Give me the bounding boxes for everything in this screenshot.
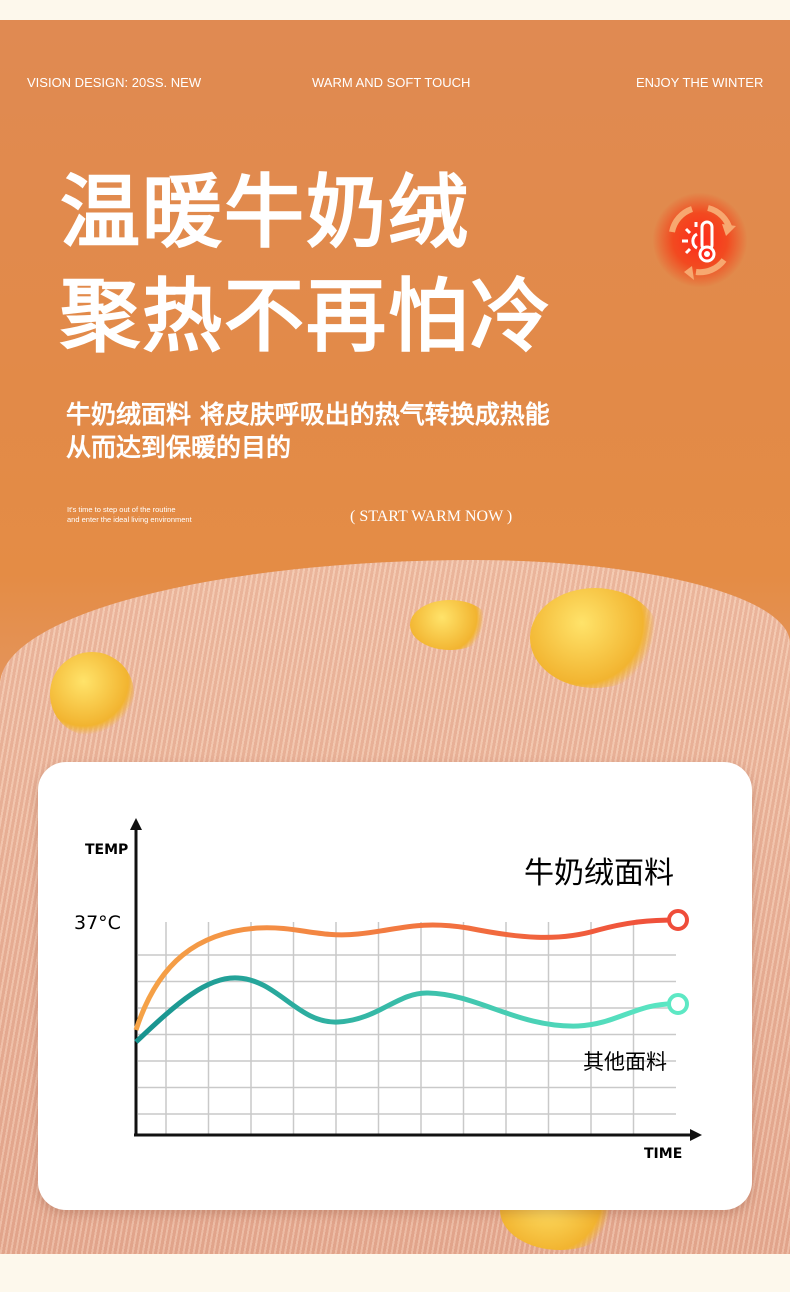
warm-orb [50, 652, 134, 736]
tag-right: ENJOY THE WINTER [636, 75, 764, 90]
warm-orb [530, 588, 660, 688]
milk-velvet-curve [133, 917, 679, 1031]
milk-velvet-endpoint [667, 909, 689, 931]
series-label-other-fabric: 其他面料 [583, 1050, 667, 1074]
thermometer-sun-cycle-icon [652, 192, 748, 288]
warmth-chart [130, 818, 702, 1141]
start-warm-now-button[interactable]: ( START WARM NOW ) [350, 508, 513, 525]
small-text-line1: It's time to step out of the routine [67, 505, 176, 514]
subtitle-line2: 从而达到保暖的目的 [66, 433, 292, 462]
y-axis-arrow [130, 818, 142, 830]
y-axis-label: TEMP [85, 842, 129, 858]
warm-orb [410, 600, 490, 650]
temp-marker: 37°C [74, 912, 121, 934]
small-text: It's time to step out of the routine and… [67, 505, 192, 525]
tag-center: WARM AND SOFT TOUCH [312, 75, 471, 90]
headline-line2: 聚热不再怕冷 [60, 269, 552, 363]
x-axis-label: TIME [644, 1146, 683, 1162]
other-fabric-endpoint [667, 993, 689, 1015]
tag-left: VISION DESIGN: 20SS. NEW [27, 75, 202, 90]
subtitle-line1: 牛奶绒面料 将皮肤呼吸出的热气转换成热能 [66, 400, 550, 429]
other-fabric-curve [134, 975, 679, 1044]
headline-line1: 温暖牛奶绒 [60, 165, 470, 259]
x-axis-arrow [690, 1129, 702, 1141]
series-label-milk-velvet: 牛奶绒面料 [524, 856, 674, 891]
warmth-chart-card: TEMP 37°C TIME 牛奶绒面料 其他面料 [38, 762, 752, 1210]
small-text-line2: and enter the ideal living environment [67, 515, 192, 524]
